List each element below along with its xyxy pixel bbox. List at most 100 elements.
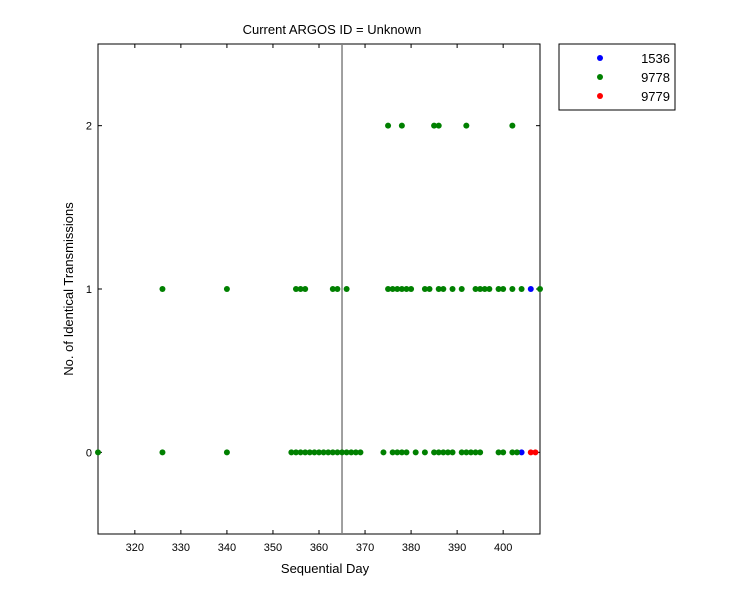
data-point-9778 xyxy=(302,286,309,292)
data-point-9778 xyxy=(444,449,451,456)
legend-label: 9779 xyxy=(641,89,670,104)
data-point-9778 xyxy=(500,449,507,456)
data-points xyxy=(95,122,543,456)
data-point-9778 xyxy=(435,122,442,129)
data-point-9778 xyxy=(223,449,230,456)
data-point-9779 xyxy=(532,449,539,456)
data-point-9778 xyxy=(458,449,465,456)
data-point-9778 xyxy=(357,449,364,456)
legend-marker-1536 xyxy=(597,55,603,61)
x-tick-label: 400 xyxy=(494,542,512,554)
data-point-9778 xyxy=(288,449,295,456)
x-axis-title: Sequential Day xyxy=(281,561,370,576)
data-point-9778 xyxy=(398,122,405,129)
data-point-9778 xyxy=(348,449,355,456)
legend-label: 9778 xyxy=(641,70,670,85)
y-axis-title: No. of Identical Transmissions xyxy=(61,202,76,376)
legend-marker-9778 xyxy=(597,74,603,80)
x-tick-label: 340 xyxy=(218,542,236,554)
data-point-9778 xyxy=(389,286,396,292)
x-tick-label: 360 xyxy=(310,542,328,554)
data-point-9778 xyxy=(495,286,502,292)
x-tick-label: 330 xyxy=(172,542,190,554)
legend-marker-9779 xyxy=(597,93,603,99)
data-point-9778 xyxy=(398,449,405,456)
data-point-9778 xyxy=(329,286,336,292)
data-point-9778 xyxy=(463,449,470,456)
legend-box xyxy=(558,43,676,111)
data-point-9778 xyxy=(334,449,341,456)
data-point-9778 xyxy=(440,286,447,292)
data-point-9778 xyxy=(472,286,479,292)
data-point-1536 xyxy=(518,449,525,456)
data-point-9778 xyxy=(302,449,309,456)
data-point-9778 xyxy=(458,286,465,292)
data-point-9778 xyxy=(352,449,359,456)
data-point-9778 xyxy=(421,286,428,292)
data-point-9778 xyxy=(477,286,484,292)
data-point-9778 xyxy=(509,449,516,456)
data-point-9778 xyxy=(343,449,350,456)
data-point-9778 xyxy=(343,286,350,292)
data-point-9778 xyxy=(495,449,502,456)
data-point-9778 xyxy=(398,286,405,292)
x-tick-label: 350 xyxy=(264,542,282,554)
data-point-9778 xyxy=(223,286,230,292)
data-point-9778 xyxy=(297,286,304,292)
x-tick-label: 380 xyxy=(402,542,420,554)
data-point-9778 xyxy=(297,449,304,456)
data-point-1536 xyxy=(527,286,534,292)
data-point-9778 xyxy=(403,286,410,292)
data-point-9778 xyxy=(316,449,322,456)
y-tick-label: 0 xyxy=(86,447,92,459)
data-point-9778 xyxy=(440,449,447,456)
data-point-9778 xyxy=(408,286,415,292)
data-point-9778 xyxy=(435,286,442,292)
data-point-9778 xyxy=(159,286,166,292)
data-point-9778 xyxy=(159,449,166,456)
legend: 1536 9778 9779 xyxy=(558,43,676,111)
data-point-9778 xyxy=(467,449,474,456)
data-point-9778 xyxy=(435,449,442,456)
data-point-9778 xyxy=(385,122,392,129)
y-tick-label: 2 xyxy=(86,121,92,133)
x-tick-label: 370 xyxy=(356,542,374,554)
legend-label: 1536 xyxy=(641,51,670,66)
y-tick-label: 1 xyxy=(86,284,92,296)
data-point-9778 xyxy=(421,449,428,456)
data-point-9778 xyxy=(449,286,456,292)
data-point-9778 xyxy=(412,449,419,456)
data-point-9778 xyxy=(486,286,493,292)
chart-title: Current ARGOS ID = Unknown xyxy=(243,22,422,37)
data-point-9778 xyxy=(394,286,401,292)
data-point-9778 xyxy=(472,449,479,456)
data-point-9778 xyxy=(95,449,101,456)
data-point-9778 xyxy=(513,449,520,456)
plot-area: 320 330 340 350 360 370 380 390 400 0 1 2 xyxy=(86,43,543,554)
data-point-9778 xyxy=(311,449,318,456)
data-point-9778 xyxy=(334,286,341,292)
x-axis: 320 330 340 350 360 370 380 390 400 xyxy=(126,44,512,554)
data-point-9778 xyxy=(481,286,488,292)
x-tick-label: 390 xyxy=(448,542,466,554)
data-point-9778 xyxy=(431,122,438,129)
data-point-9778 xyxy=(509,122,516,129)
data-point-9779 xyxy=(527,449,534,456)
data-point-9778 xyxy=(463,122,470,129)
data-point-9778 xyxy=(426,286,433,292)
data-point-9778 xyxy=(292,449,299,456)
data-point-9778 xyxy=(320,449,327,456)
data-point-9778 xyxy=(477,449,484,456)
data-point-9778 xyxy=(329,449,336,456)
data-point-9778 xyxy=(403,449,410,456)
data-point-9778 xyxy=(389,449,396,456)
data-point-9778 xyxy=(339,449,346,456)
data-point-9778 xyxy=(449,449,456,456)
data-point-9778 xyxy=(385,286,392,292)
data-point-9778 xyxy=(518,286,525,292)
data-point-9778 xyxy=(431,449,438,456)
data-point-9778 xyxy=(394,449,401,456)
data-point-9778 xyxy=(500,286,507,292)
data-point-9778 xyxy=(537,286,543,292)
